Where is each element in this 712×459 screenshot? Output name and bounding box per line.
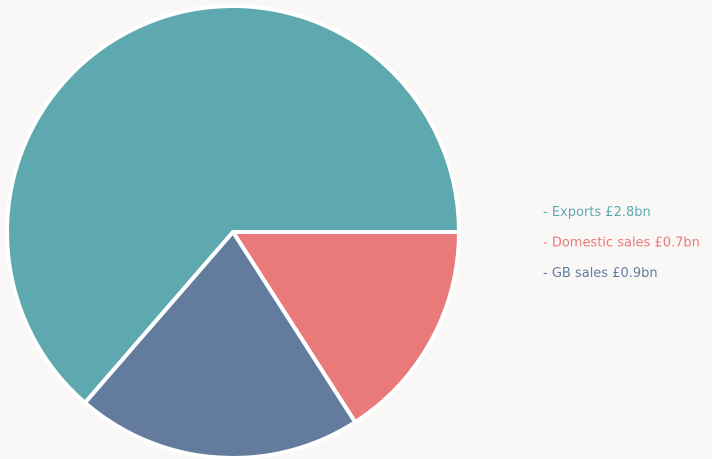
legend-dash: - <box>543 205 552 220</box>
pie-slice <box>83 230 358 459</box>
legend-label: GB sales <box>552 266 608 281</box>
legend-entry: - Domestic sales £0.7bn <box>543 235 700 250</box>
legend-dash: - <box>543 235 552 250</box>
legend-value: £2.8bn <box>605 205 650 220</box>
legend-label: Exports <box>552 205 602 220</box>
legend-dash: - <box>543 266 552 281</box>
pie-slice <box>5 4 461 405</box>
pie-slice <box>231 230 461 425</box>
legend-entry: - GB sales £0.9bn <box>543 266 658 281</box>
legend-label: Domestic sales <box>552 235 651 250</box>
legend-entry: - Exports £2.8bn <box>543 205 651 220</box>
legend-value: £0.7bn <box>654 235 699 250</box>
legend-value: £0.9bn <box>612 266 657 281</box>
